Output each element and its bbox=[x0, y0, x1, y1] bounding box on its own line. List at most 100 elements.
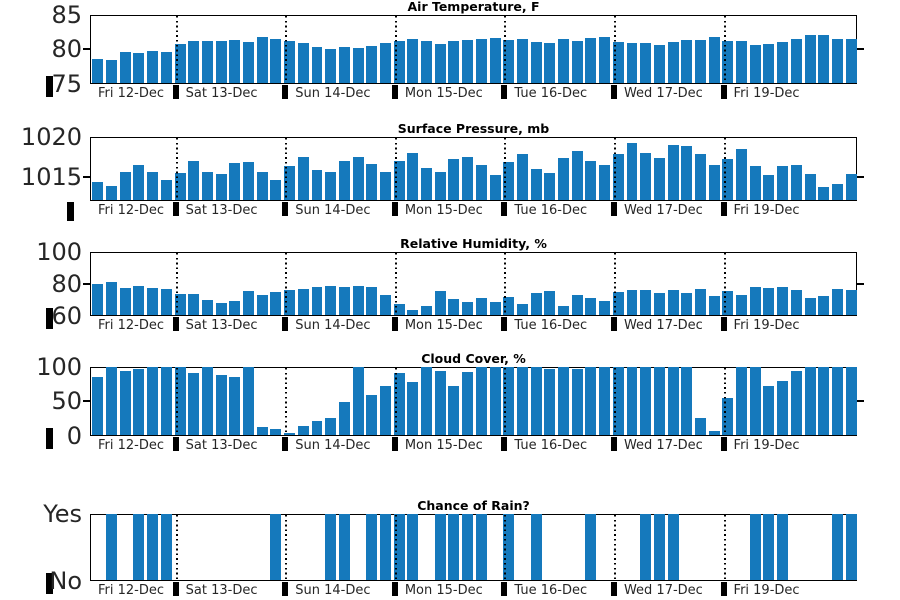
x-axis-day-tick bbox=[282, 317, 289, 331]
bar bbox=[462, 156, 474, 200]
bar bbox=[599, 165, 611, 200]
y-axis-tick-mark bbox=[83, 176, 90, 178]
bar bbox=[585, 514, 597, 580]
bar bbox=[845, 174, 857, 200]
y-axis-tick-label: Yes bbox=[43, 500, 82, 528]
x-axis-day-tick bbox=[501, 437, 508, 451]
x-axis-origin-tick bbox=[67, 202, 74, 221]
bar bbox=[284, 289, 296, 315]
bar bbox=[434, 370, 446, 435]
bar bbox=[530, 42, 542, 83]
bar bbox=[407, 309, 419, 315]
bar bbox=[243, 162, 254, 200]
x-axis-day-label: Sun 14-Dec bbox=[295, 85, 371, 101]
bar bbox=[530, 169, 542, 200]
x-axis-day-label: Fri 12-Dec bbox=[98, 85, 165, 101]
bar bbox=[804, 298, 816, 315]
day-boundary-dotted-line bbox=[504, 138, 507, 200]
bar bbox=[503, 514, 515, 580]
bar bbox=[325, 514, 337, 580]
x-axis-day-tick bbox=[720, 84, 727, 99]
y-axis-tick-mark bbox=[857, 400, 864, 403]
day-boundary-dotted-line bbox=[175, 138, 178, 200]
bar bbox=[215, 303, 227, 315]
x-axis-day-label: Wed 17-Dec bbox=[623, 583, 703, 598]
bar bbox=[462, 514, 474, 580]
bar bbox=[325, 49, 337, 83]
bar bbox=[790, 39, 802, 83]
x-axis-day-tick bbox=[172, 317, 179, 331]
bar bbox=[708, 430, 720, 435]
bar bbox=[379, 295, 391, 315]
bar bbox=[681, 39, 693, 83]
bar bbox=[695, 39, 706, 83]
x-axis-day-tick bbox=[720, 202, 727, 216]
bar bbox=[558, 366, 569, 435]
x-axis-day-tick bbox=[501, 582, 508, 596]
bar bbox=[777, 380, 789, 435]
day-boundary-dotted-line bbox=[394, 138, 397, 200]
x-axis-day-label: Mon 15-Dec bbox=[404, 583, 483, 598]
bar bbox=[749, 366, 761, 435]
bar bbox=[544, 291, 556, 315]
bar bbox=[681, 145, 693, 200]
bar bbox=[311, 170, 323, 200]
bar bbox=[503, 366, 515, 435]
x-axis-day-tick bbox=[391, 437, 398, 451]
bar bbox=[736, 366, 748, 435]
bar bbox=[818, 296, 830, 315]
y-axis-tick-mark bbox=[83, 48, 90, 51]
bar bbox=[571, 369, 583, 435]
bar bbox=[106, 514, 118, 580]
x-axis-day-label: Fri 12-Dec bbox=[98, 438, 165, 453]
bar bbox=[544, 42, 556, 83]
bar bbox=[147, 50, 159, 83]
bar bbox=[749, 166, 761, 200]
bar bbox=[393, 303, 405, 315]
plot-area bbox=[90, 514, 857, 581]
bar bbox=[297, 426, 309, 435]
bar bbox=[708, 164, 720, 200]
bar bbox=[188, 373, 200, 435]
day-boundary-dotted-line bbox=[285, 253, 288, 315]
bar bbox=[462, 371, 474, 435]
bar bbox=[160, 180, 172, 200]
bar bbox=[571, 40, 583, 83]
day-boundary-dotted-line bbox=[613, 16, 616, 83]
x-axis-day-label: Tue 16-Dec bbox=[514, 318, 588, 333]
x-axis-day-label: Sat 13-Dec bbox=[185, 203, 258, 218]
bar bbox=[366, 46, 378, 83]
bar bbox=[653, 292, 665, 315]
y-axis-tick-label: 0 bbox=[66, 422, 82, 450]
bar bbox=[147, 288, 159, 315]
bar bbox=[188, 160, 200, 200]
bar bbox=[311, 287, 323, 315]
x-axis-day-label: Sun 14-Dec bbox=[295, 583, 371, 598]
bar bbox=[133, 52, 145, 83]
bar bbox=[338, 514, 350, 580]
bar bbox=[845, 39, 857, 83]
bar bbox=[366, 394, 378, 435]
x-axis-origin-tick bbox=[46, 573, 53, 594]
bar bbox=[516, 366, 528, 435]
bar bbox=[790, 371, 802, 435]
bar bbox=[640, 152, 652, 200]
x-axis-day-tick bbox=[610, 582, 617, 596]
bar bbox=[243, 291, 254, 315]
bar bbox=[284, 41, 296, 83]
bar bbox=[503, 162, 515, 200]
bar bbox=[119, 172, 131, 200]
x-axis-day-tick bbox=[391, 317, 398, 331]
day-boundary-dotted-line bbox=[723, 367, 726, 435]
day-boundary-dotted-line bbox=[613, 515, 616, 580]
x-axis-day-tick bbox=[391, 84, 398, 99]
bar bbox=[626, 289, 638, 315]
bar bbox=[708, 37, 720, 83]
bar bbox=[297, 157, 309, 200]
x-axis-day-tick bbox=[391, 202, 398, 216]
bar bbox=[352, 366, 364, 435]
bar bbox=[599, 366, 611, 435]
bar bbox=[297, 289, 309, 315]
day-boundary-dotted-line bbox=[504, 515, 507, 580]
